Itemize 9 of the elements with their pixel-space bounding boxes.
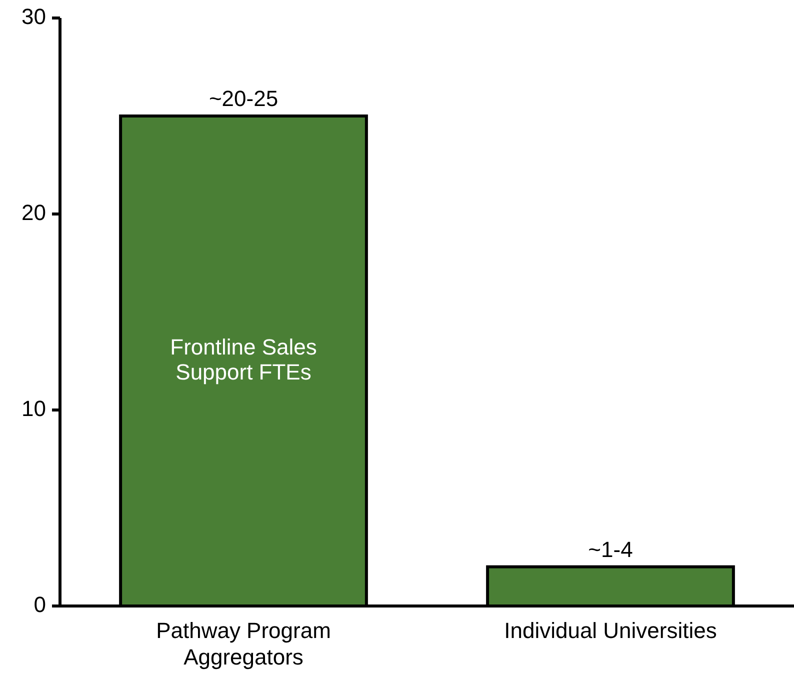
data-label: ~1-4 xyxy=(588,536,633,562)
annotation: Frontline Sales Support FTEs xyxy=(170,334,317,384)
y-tick-label: 0 xyxy=(34,592,46,617)
data-label: ~20-25 xyxy=(208,86,278,111)
y-tick-label: 10 xyxy=(22,396,46,421)
y-tick-label: 20 xyxy=(22,200,46,225)
x-tick-label: Individual Universities xyxy=(504,618,717,643)
x-tick-label: Pathway Program Aggregators xyxy=(156,618,331,670)
y-tick-label: 30 xyxy=(22,4,46,29)
